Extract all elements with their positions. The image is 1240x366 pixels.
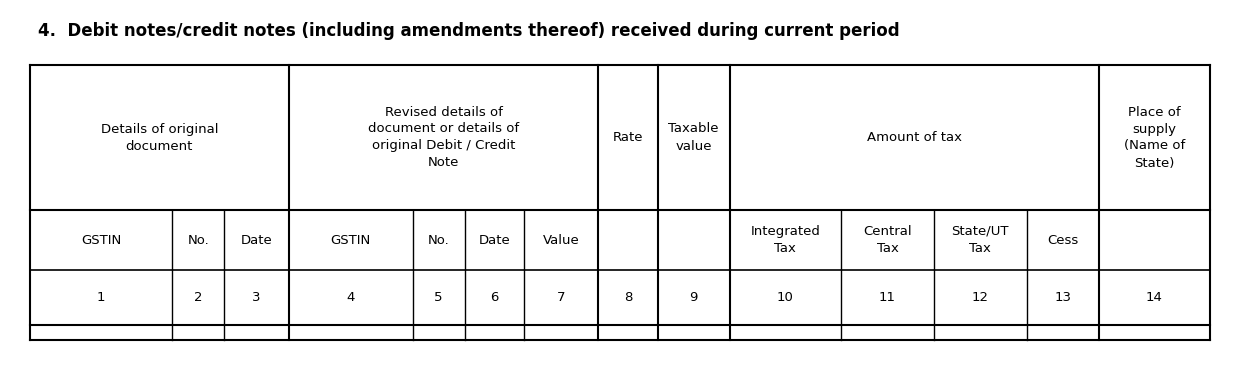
Text: 1: 1: [97, 291, 105, 304]
Text: Cess: Cess: [1047, 234, 1079, 246]
Text: Revised details of
document or details of
original Debit / Credit
Note: Revised details of document or details o…: [368, 105, 520, 169]
Text: GSTIN: GSTIN: [81, 234, 122, 246]
Text: Amount of tax: Amount of tax: [867, 131, 961, 144]
Text: Taxable
value: Taxable value: [668, 123, 719, 153]
Text: State/UT
Tax: State/UT Tax: [951, 225, 1009, 255]
Text: 4: 4: [346, 291, 355, 304]
Text: 7: 7: [557, 291, 565, 304]
Text: Central
Tax: Central Tax: [863, 225, 911, 255]
Text: 14: 14: [1146, 291, 1163, 304]
Text: GSTIN: GSTIN: [331, 234, 371, 246]
Text: Place of
supply
(Name of
State): Place of supply (Name of State): [1123, 105, 1185, 169]
Text: Date: Date: [241, 234, 273, 246]
Text: 11: 11: [879, 291, 897, 304]
Text: Value: Value: [543, 234, 579, 246]
Text: Date: Date: [479, 234, 510, 246]
Text: Integrated
Tax: Integrated Tax: [750, 225, 820, 255]
Text: Rate: Rate: [613, 131, 644, 144]
Text: 4.  Debit notes/credit notes (including amendments thereof) received during curr: 4. Debit notes/credit notes (including a…: [38, 22, 900, 40]
Text: 9: 9: [689, 291, 698, 304]
Text: 10: 10: [777, 291, 794, 304]
Text: 13: 13: [1054, 291, 1071, 304]
Text: No.: No.: [428, 234, 449, 246]
Text: Details of original
document: Details of original document: [100, 123, 218, 153]
Text: 3: 3: [252, 291, 260, 304]
Text: No.: No.: [187, 234, 210, 246]
Text: 2: 2: [195, 291, 202, 304]
Text: 12: 12: [972, 291, 988, 304]
Text: 5: 5: [434, 291, 443, 304]
Text: 8: 8: [624, 291, 632, 304]
Text: 6: 6: [490, 291, 498, 304]
